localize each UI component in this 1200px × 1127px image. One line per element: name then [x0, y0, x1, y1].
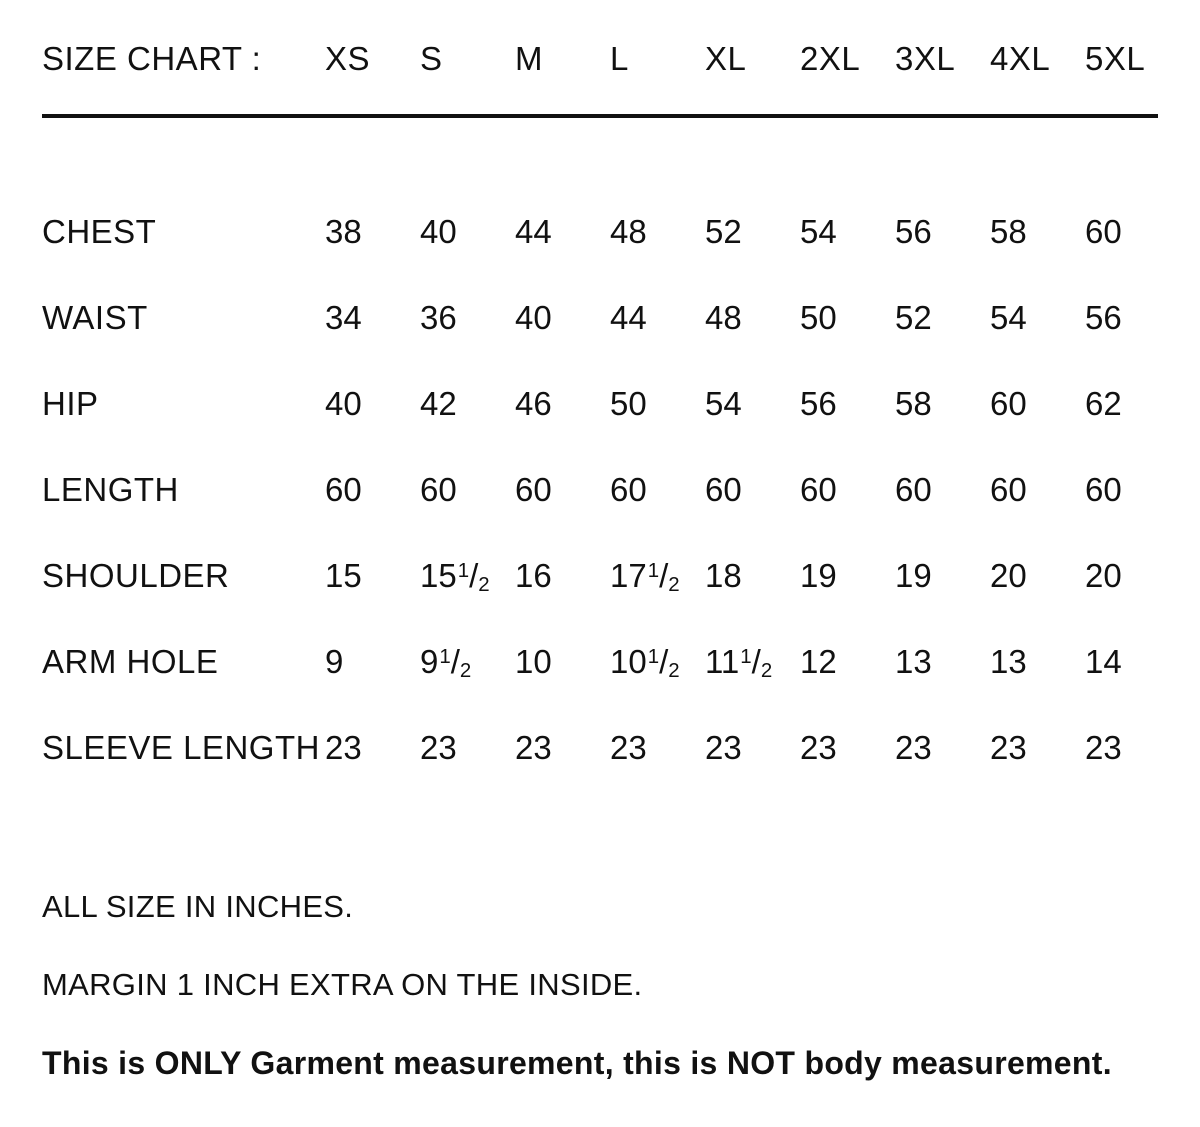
size-value-cell: 54	[705, 385, 742, 422]
size-value-cell: 58	[895, 385, 932, 422]
size-value-cell: 13	[895, 643, 932, 680]
size-value-cell: 23	[1085, 729, 1122, 766]
size-value-cell: 19	[800, 557, 837, 594]
row-label: ARM HOLE	[42, 643, 219, 680]
column-header-s: S	[420, 40, 443, 77]
size-value-cell: 60	[420, 471, 457, 508]
size-value-cell: 23	[515, 729, 552, 766]
size-value-cell: 60	[325, 471, 362, 508]
size-value-cell: 60	[705, 471, 742, 508]
page-title: SIZE CHART :	[42, 40, 262, 77]
size-value-cell: 23	[420, 729, 457, 766]
size-value-cell: 20	[1085, 557, 1122, 594]
size-value-cell: 44	[610, 299, 647, 336]
size-value-cell: 18	[705, 557, 742, 594]
row-label: LENGTH	[42, 471, 179, 508]
size-value-cell: 15	[325, 557, 362, 594]
size-value-cell: 60	[610, 471, 647, 508]
column-header-2xl: 2XL	[800, 40, 861, 77]
size-value-cell: 60	[990, 471, 1027, 508]
size-value-cell: 16	[515, 557, 552, 594]
size-value-cell: 36	[420, 299, 457, 336]
size-value-cell: 50	[610, 385, 647, 422]
table-row: LENGTH 60 60 60 60 60 60 60 60 60	[42, 447, 1200, 533]
size-value-cell: 60	[1085, 471, 1122, 508]
note: ALL SIZE IN INCHES.	[42, 889, 354, 924]
size-value-cell: 38	[325, 213, 362, 250]
size-value-cell: 56	[895, 213, 932, 250]
size-value-cell: 151/2	[420, 557, 490, 597]
row-label: SHOULDER	[42, 557, 230, 594]
size-value-cell: 46	[515, 385, 552, 422]
size-value-cell: 56	[1085, 299, 1122, 336]
column-header-xs: XS	[325, 40, 371, 77]
row-label: CHEST	[42, 213, 157, 250]
column-header-l: L	[610, 40, 629, 77]
size-value-cell: 52	[705, 213, 742, 250]
size-value-cell: 42	[420, 385, 457, 422]
size-value-cell: 23	[610, 729, 647, 766]
size-value-cell: 91/2	[420, 643, 472, 683]
size-value-cell: 171/2	[610, 557, 680, 597]
size-value-cell: 40	[325, 385, 362, 422]
size-value-cell: 23	[705, 729, 742, 766]
size-value-cell: 10	[515, 643, 552, 680]
size-value-cell: 54	[800, 213, 837, 250]
size-value-cell: 40	[420, 213, 457, 250]
size-value-cell: 23	[325, 729, 362, 766]
size-value-cell: 14	[1085, 643, 1122, 680]
header-divider	[42, 114, 1158, 118]
size-value-cell: 13	[990, 643, 1027, 680]
size-value-cell: 40	[515, 299, 552, 336]
size-value-cell: 44	[515, 213, 552, 250]
size-value-cell: 23	[800, 729, 837, 766]
note: MARGIN 1 INCH EXTRA ON THE INSIDE.	[42, 967, 643, 1002]
size-value-cell: 56	[800, 385, 837, 422]
size-value-cell: 50	[800, 299, 837, 336]
size-value-cell: 48	[610, 213, 647, 250]
table-row: ARM HOLE 9 91/2 10 101/2 111/2 12 13 13 14	[42, 619, 1200, 705]
size-value-cell: 48	[705, 299, 742, 336]
size-chart-table: CHEST 38 40 44 48 52 54 56 58 60 WAIST 34 36 40 44 48 50…	[42, 189, 1200, 791]
size-value-cell: 34	[325, 299, 362, 336]
size-value-cell: 101/2	[610, 643, 680, 683]
size-value-cell: 60	[895, 471, 932, 508]
size-value-cell: 60	[515, 471, 552, 508]
column-header-xl: XL	[705, 40, 747, 77]
column-header-m: M	[515, 40, 543, 77]
table-row: SHOULDER 15 151/2 16 171/2 18 19 19 20 20	[42, 533, 1200, 619]
notes-section: ALL SIZE IN INCHES. MARGIN 1 INCH EXTRA O…	[42, 887, 1200, 1083]
size-value-cell: 23	[990, 729, 1027, 766]
column-header-5xl: 5XL	[1085, 40, 1146, 77]
size-value-cell: 12	[800, 643, 837, 680]
size-value-cell: 9	[325, 643, 344, 680]
size-value-cell: 52	[895, 299, 932, 336]
size-value-cell: 62	[1085, 385, 1122, 422]
row-label: SLEEVE LENGTH	[42, 729, 320, 766]
size-chart-header-row: SIZE CHART : XS S M L XL 2XL 3XL 4XL 5XL	[42, 38, 1200, 80]
size-value-cell: 20	[990, 557, 1027, 594]
size-value-cell: 23	[895, 729, 932, 766]
table-row: SLEEVE LENGTH 23 23 23 23 23 23 23 23 23	[42, 705, 1200, 791]
size-value-cell: 60	[800, 471, 837, 508]
size-value-cell: 19	[895, 557, 932, 594]
row-label: HIP	[42, 385, 99, 422]
table-row: WAIST 34 36 40 44 48 50 52 54 56	[42, 275, 1200, 361]
disclaimer-note: This is ONLY Garment measurement, this i…	[42, 1045, 1112, 1081]
size-value-cell: 60	[1085, 213, 1122, 250]
table-row: HIP 40 42 46 50 54 56 58 60 62	[42, 361, 1200, 447]
size-value-cell: 111/2	[705, 643, 773, 683]
row-label: WAIST	[42, 299, 148, 336]
table-row: CHEST 38 40 44 48 52 54 56 58 60	[42, 189, 1200, 275]
column-header-4xl: 4XL	[990, 40, 1051, 77]
size-value-cell: 54	[990, 299, 1027, 336]
column-header-3xl: 3XL	[895, 40, 956, 77]
size-value-cell: 58	[990, 213, 1027, 250]
size-value-cell: 60	[990, 385, 1027, 422]
